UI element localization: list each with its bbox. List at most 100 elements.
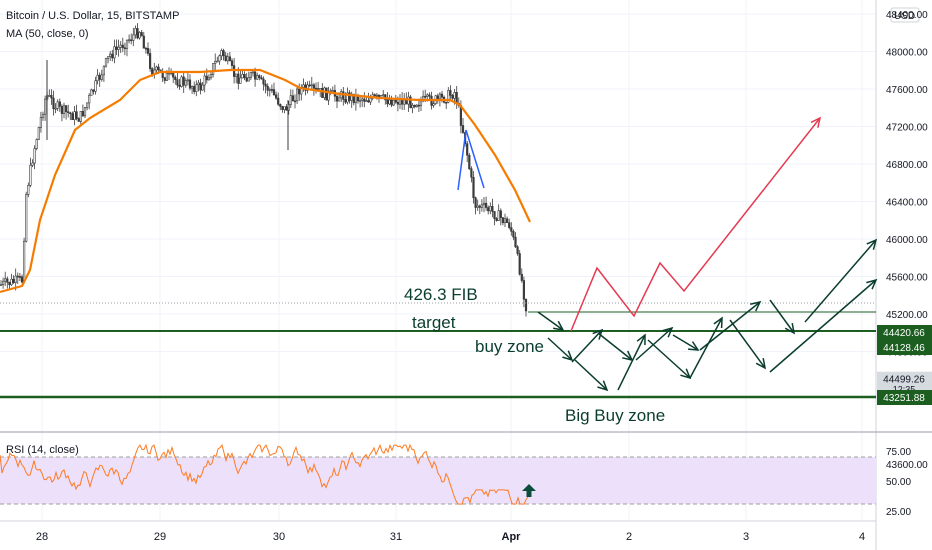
candle-body	[71, 113, 74, 121]
candle-body	[403, 99, 406, 105]
candle-body	[73, 111, 76, 121]
candle-body	[375, 94, 379, 97]
candle-body	[432, 103, 435, 106]
candle-body	[14, 275, 17, 283]
candle-body	[130, 39, 133, 42]
arrow-dark	[571, 329, 603, 363]
arrow-dark-head	[562, 350, 574, 362]
candle-body	[396, 101, 400, 105]
candle-body	[27, 185, 30, 195]
time-tick-label: Apr	[502, 531, 522, 543]
candle-body	[138, 32, 141, 39]
arrow-dark-head	[866, 238, 878, 250]
arrow-dark	[689, 317, 723, 379]
candle-body	[176, 79, 179, 86]
candle-body	[50, 95, 53, 99]
candle-body	[468, 154, 471, 170]
candle-body	[123, 47, 126, 50]
blue-wedge	[457, 129, 485, 191]
price-tick-label: 45200.00	[886, 310, 928, 321]
candle-body	[392, 99, 395, 106]
candle-body	[180, 76, 183, 87]
candle-body	[140, 32, 143, 37]
candle-body	[113, 46, 116, 59]
candle-body	[411, 104, 414, 109]
candle-body	[182, 76, 185, 86]
candle-body	[37, 127, 40, 140]
candle-body	[306, 84, 309, 91]
arrow-dark-head	[784, 323, 796, 335]
arrow-dark-head	[553, 320, 565, 332]
candle-body	[132, 34, 135, 41]
price-tick-label: 47600.00	[886, 85, 928, 96]
rsi-axis: 75.00 50.00 25.00	[886, 447, 911, 518]
current-price-countdown: 12:35	[893, 385, 916, 395]
candle-body	[134, 28, 137, 36]
candle-body	[243, 74, 246, 79]
arrow-dark-head	[597, 380, 609, 392]
candle-body	[274, 94, 278, 99]
candle-body	[298, 88, 301, 95]
candle-body	[455, 92, 458, 104]
candle-body	[60, 106, 63, 114]
candle-body	[520, 273, 523, 281]
candle-body	[121, 44, 124, 49]
chart-title: Bitcoin / U.S. Dollar, 15, BITSTAMP	[6, 10, 179, 22]
candle-body	[165, 73, 169, 81]
candle-body	[382, 94, 385, 96]
candle-body	[495, 218, 498, 221]
price-pane	[0, 0, 876, 432]
arrow-dark-head	[592, 328, 604, 340]
candle-body	[325, 87, 328, 101]
candle-body	[186, 79, 190, 82]
candle-body	[92, 89, 95, 92]
time-tick-label: 4	[859, 531, 865, 543]
candle-body	[203, 75, 206, 86]
candle-body	[476, 205, 479, 208]
zone-price-tag	[877, 325, 932, 340]
candle-body	[125, 39, 129, 49]
candle-body	[247, 77, 250, 82]
price-tick-label: 46800.00	[886, 160, 928, 171]
candle-body	[33, 148, 36, 164]
candle-body	[136, 28, 139, 39]
candle-body	[478, 205, 481, 208]
rsi-tick-label: 75.00	[886, 447, 911, 458]
candle-body	[342, 91, 345, 100]
candle-body	[98, 74, 101, 80]
candle-body	[314, 87, 318, 90]
candle-body	[22, 240, 26, 283]
candle-body	[142, 35, 145, 49]
candle-body	[58, 101, 61, 107]
candle-body	[348, 92, 351, 101]
price-tick-label: 48400.00	[886, 10, 928, 21]
candle-body	[52, 97, 55, 109]
candle-body	[474, 197, 477, 208]
time-tick-label: 28	[36, 531, 48, 543]
candle-body	[369, 98, 372, 103]
currency-badge[interactable]	[890, 7, 920, 23]
candle-body	[295, 88, 299, 102]
candle-body	[6, 278, 9, 283]
price-tick-label: 43600.00	[886, 460, 928, 471]
candle-body	[264, 83, 267, 87]
candle-body	[373, 94, 376, 97]
candle-body	[470, 168, 473, 178]
candle-body	[48, 95, 51, 97]
ma-line	[0, 68, 531, 294]
candle-body	[453, 92, 456, 99]
arrow-dark	[769, 279, 877, 373]
target-label: target	[412, 313, 456, 332]
candle-body	[201, 84, 204, 91]
candle-body	[428, 94, 431, 97]
candle-body	[270, 89, 274, 91]
time-axis[interactable]: 28 29 30 31 Apr 2 3 4	[36, 531, 865, 543]
rsi-tick-label: 25.00	[886, 507, 911, 518]
candle-body	[440, 93, 444, 98]
candle-body	[489, 205, 492, 212]
time-tick-label: 30	[273, 531, 285, 543]
candle-body	[499, 210, 502, 219]
candle-body	[405, 99, 408, 105]
candle-body	[522, 280, 525, 300]
